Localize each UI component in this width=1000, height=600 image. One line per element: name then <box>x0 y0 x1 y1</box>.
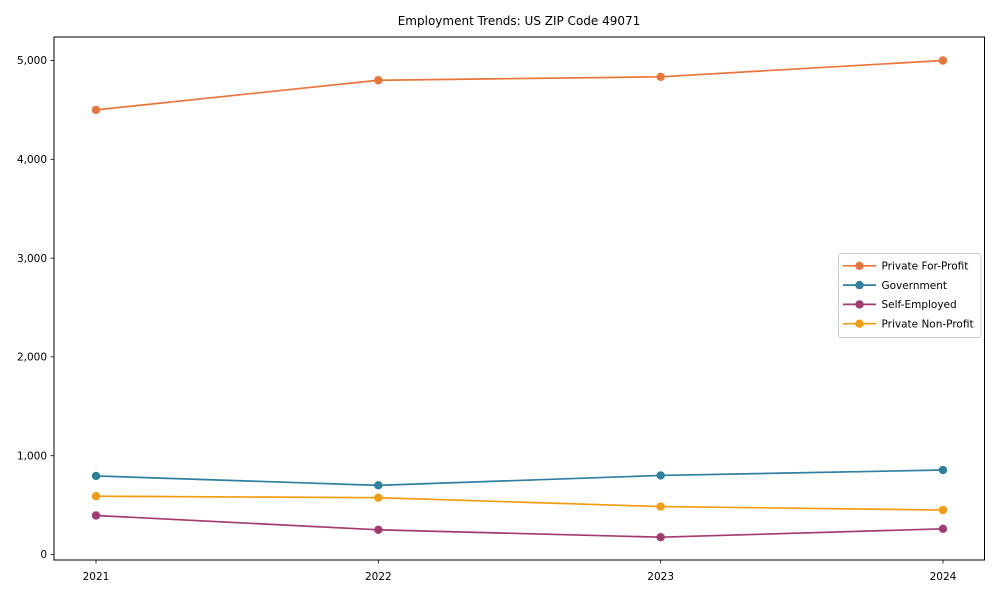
data-point <box>938 505 948 515</box>
legend-label: Self-Employed <box>882 299 957 311</box>
legend-marker <box>855 280 864 290</box>
data-point <box>656 72 665 82</box>
data-point <box>656 502 665 511</box>
x-tick-label: 2023 <box>647 571 674 583</box>
data-point <box>374 76 383 85</box>
plot-frame <box>53 36 985 561</box>
legend-marker <box>855 261 864 270</box>
series-line <box>95 469 944 487</box>
x-tick-label: 2024 <box>930 571 957 583</box>
data-point <box>374 525 383 534</box>
data-point <box>938 524 948 534</box>
legend-label: Government <box>882 280 947 292</box>
series-line <box>95 59 944 111</box>
x-tick-label: 2022 <box>365 571 392 583</box>
data-point <box>656 471 665 480</box>
chart-title: Employment Trends: US ZIP Code 49071 <box>398 14 641 28</box>
legend-label: Private For-Profit <box>882 261 969 273</box>
y-tick-label: 1,000 <box>17 450 47 462</box>
y-tick-label: 5,000 <box>17 55 47 67</box>
y-tick-label: 3,000 <box>17 253 47 265</box>
data-point <box>938 465 948 475</box>
data-point <box>374 481 383 490</box>
series-line <box>95 514 944 539</box>
data-point <box>91 511 101 520</box>
data-point <box>91 105 101 115</box>
data-point <box>938 56 948 65</box>
y-tick-label: 0 <box>40 549 47 561</box>
data-point <box>374 493 383 502</box>
data-point <box>91 492 101 501</box>
series-line <box>95 495 944 511</box>
axes: 0 1,000 2,000 3,000 4,000 5,000 2021 2022 2023 20… <box>17 36 985 583</box>
legend-box <box>838 253 982 338</box>
y-tick-label: 4,000 <box>17 154 47 166</box>
legend-marker <box>855 300 864 309</box>
data-point <box>656 533 665 542</box>
legend-label: Private Non-Profit <box>882 318 974 330</box>
series-group <box>91 56 948 542</box>
data-point <box>91 471 101 481</box>
legend: Private For-Profit Government Self-Employe… <box>838 253 982 338</box>
legend-marker <box>855 319 864 328</box>
y-tick-label: 2,000 <box>17 352 47 364</box>
x-tick-label: 2021 <box>83 571 110 583</box>
